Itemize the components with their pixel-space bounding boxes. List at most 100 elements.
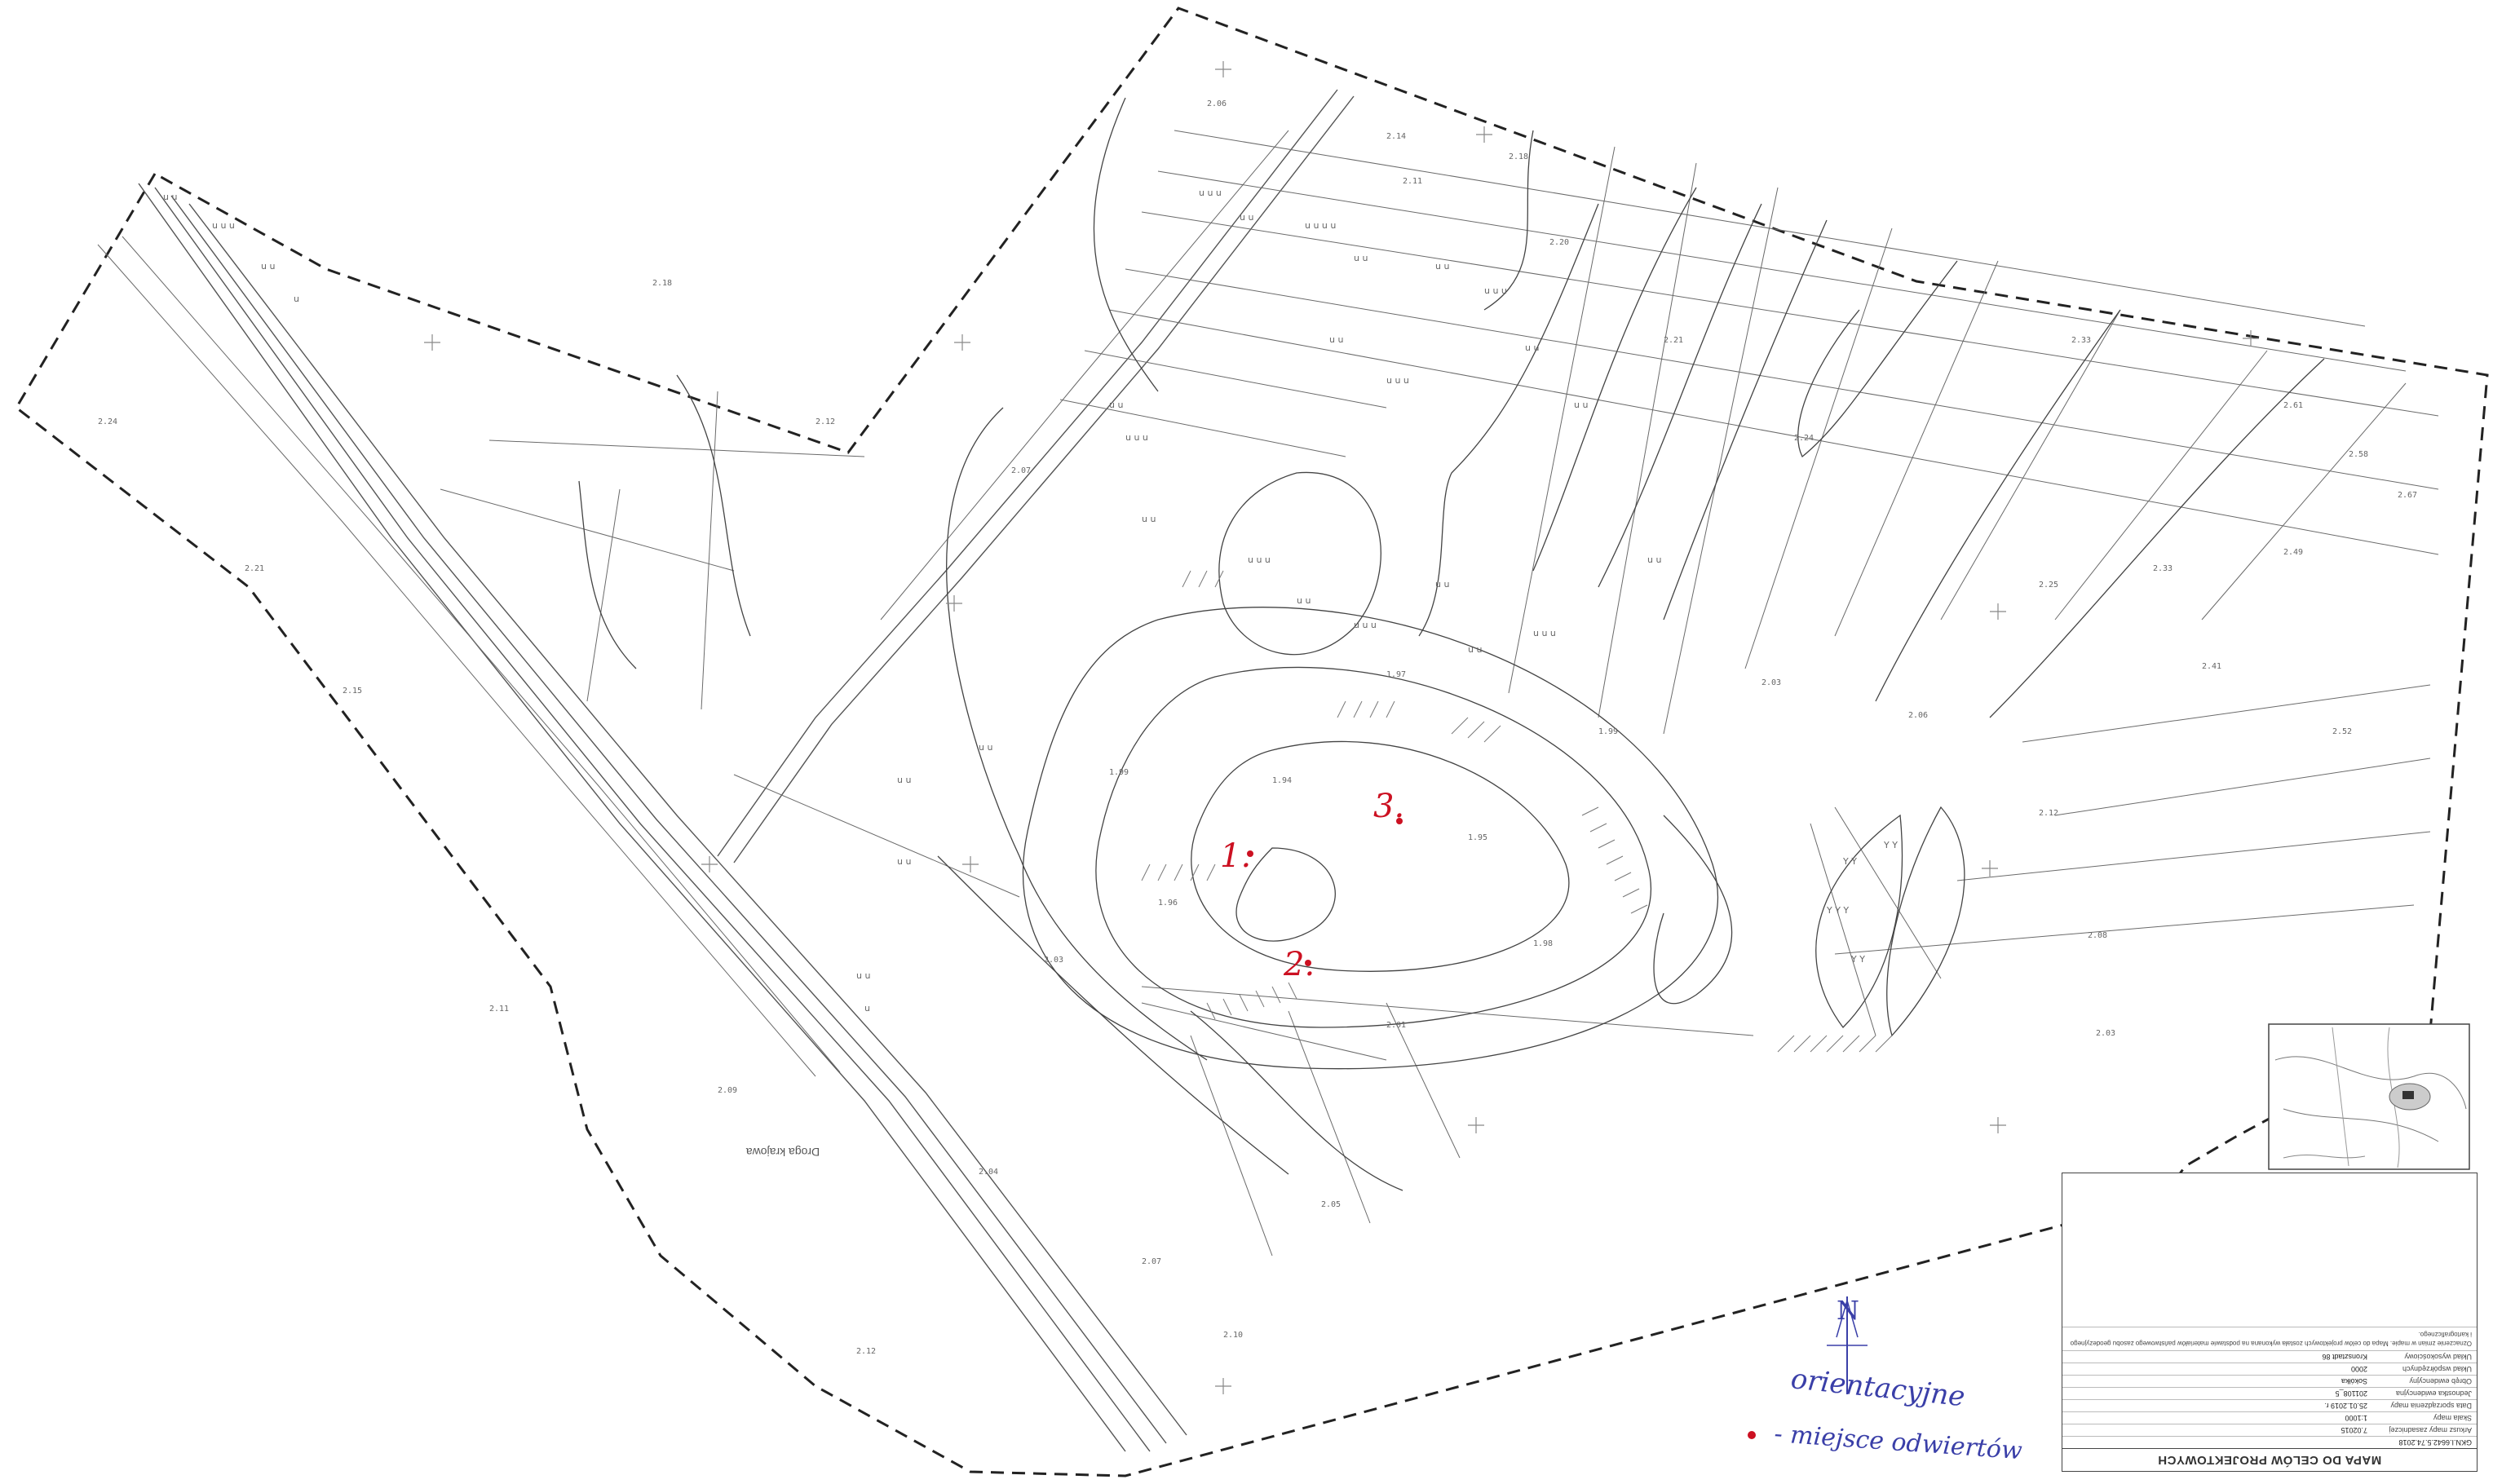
svg-text:2.49: 2.49 [2283, 548, 2303, 557]
drilling-point-dot-2 [1305, 960, 1311, 966]
svg-text:2.05: 2.05 [1321, 1200, 1341, 1209]
svg-text:2.11: 2.11 [1403, 177, 1422, 186]
row-value: 25.01.2019 r. [2324, 1402, 2367, 1410]
parcel-lines [440, 130, 2439, 1257]
svg-text:u u u: u u u [1354, 620, 1377, 630]
svg-text:2.07: 2.07 [1011, 466, 1031, 475]
svg-text:2.03: 2.03 [2096, 1029, 2115, 1038]
svg-text:u u u: u u u [1386, 375, 1409, 386]
row-key: Układ współrzędnych [2402, 1365, 2472, 1373]
row-key: Data sporządzenia mapy [2390, 1402, 2472, 1410]
title-block-row: Data sporządzenia mapy 25.01.2019 r. [2062, 1399, 2477, 1411]
svg-text:u: u [864, 1003, 870, 1014]
contour-lines [578, 97, 2325, 1191]
svg-text:2.18: 2.18 [1509, 152, 1528, 161]
svg-text:Y Y: Y Y [1842, 856, 1857, 867]
row-value: 1:1000 [2345, 1414, 2367, 1422]
svg-text:u u: u u [979, 742, 992, 753]
svg-text:Y Y: Y Y [1850, 954, 1865, 965]
svg-text:1.94: 1.94 [1272, 776, 1292, 785]
svg-text:2.41: 2.41 [2202, 662, 2221, 671]
row-value: 201108_5 [2335, 1389, 2367, 1398]
row-key: Skala mapy [2433, 1414, 2472, 1422]
svg-text:u u: u u [1435, 579, 1449, 590]
svg-text:2.06: 2.06 [1908, 711, 1928, 720]
svg-text:2.07: 2.07 [1142, 1257, 1161, 1266]
svg-text:2.04: 2.04 [979, 1168, 998, 1177]
svg-text:1.98: 1.98 [1533, 939, 1553, 948]
svg-text:u u: u u [1142, 514, 1156, 524]
svg-text:2.20: 2.20 [1549, 238, 1569, 247]
svg-text:2.52: 2.52 [2332, 727, 2352, 736]
svg-text:u u: u u [1240, 212, 1253, 223]
svg-text:2.21: 2.21 [1664, 336, 1683, 345]
svg-text:2.33: 2.33 [2071, 336, 2091, 345]
drilling-point-dot-3 [1396, 818, 1403, 824]
svg-text:u u u: u u u [1533, 628, 1556, 638]
svg-text:2.03: 2.03 [1044, 956, 1063, 965]
svg-text:2.15: 2.15 [343, 687, 362, 696]
svg-text:2.61: 2.61 [2283, 401, 2303, 410]
svg-text:2.09: 2.09 [718, 1086, 737, 1095]
title-block-row: Układ wysokościowy Kronsztadt 86 [2062, 1350, 2477, 1363]
svg-text:2.12: 2.12 [856, 1347, 876, 1356]
svg-text:1.95: 1.95 [1468, 833, 1487, 842]
svg-text:u u u: u u u [1248, 554, 1271, 565]
svg-text:2.24: 2.24 [98, 417, 117, 426]
svg-text:u u u: u u u [1199, 188, 1222, 198]
row-value: Kronsztadt 86 [2322, 1353, 2367, 1361]
svg-text:u u: u u [1297, 595, 1311, 606]
svg-text:2.14: 2.14 [1386, 132, 1406, 141]
svg-text:u u: u u [1525, 342, 1539, 353]
svg-text:2.33: 2.33 [2153, 564, 2173, 573]
road-corridor [97, 183, 1187, 1452]
svg-text:2.12: 2.12 [2039, 809, 2058, 818]
doc-number: GKN.I.6642.5.74.2018 [2398, 1438, 2472, 1446]
svg-text:u u: u u [1329, 334, 1343, 345]
svg-text:2.24: 2.24 [1794, 434, 1814, 443]
svg-text:2.10: 2.10 [1223, 1331, 1243, 1340]
svg-text:u u: u u [1435, 261, 1449, 272]
row-value: 7.02015 [2341, 1426, 2367, 1434]
legend-dot-icon [1748, 1431, 1756, 1439]
svg-text:2.08: 2.08 [2088, 931, 2107, 940]
secondary-road [717, 89, 1355, 863]
svg-text:2.01: 2.01 [1386, 1021, 1406, 1030]
svg-text:u u: u u [897, 775, 911, 785]
svg-text:u u: u u [897, 856, 911, 867]
svg-text:u u: u u [856, 970, 870, 981]
tree-symbols: u u u u u u u u u u u u u u u u u u u u … [163, 188, 1898, 1014]
title-block-row: Jednostka ewidencyjna 201108_5 [2062, 1387, 2477, 1399]
grid-crosses [424, 61, 2259, 1394]
svg-text:1.99: 1.99 [1109, 768, 1129, 777]
svg-text:2.18: 2.18 [652, 279, 672, 288]
svg-text:2.12: 2.12 [816, 417, 835, 426]
drilling-point-dot-1 [1247, 850, 1253, 857]
svg-text:2.21: 2.21 [245, 564, 264, 573]
title-block-notes: Oznaczenie zmian w mapie. Mapa do celów … [2062, 1327, 2477, 1350]
svg-text:u u: u u [163, 192, 177, 202]
spot-elevations: 2.06 2.14 2.11 2.18 2.33 2.61 2.58 2.67 … [98, 99, 2417, 1356]
legend-dot-label: - miejsce odwiertów [1773, 1420, 2023, 1465]
svg-text:u u: u u [261, 261, 275, 272]
legend-orientation: orientacyjne [1789, 1363, 1966, 1413]
svg-text:u u: u u [1647, 554, 1661, 565]
project-boundary [15, 7, 2489, 1477]
row-key: Arkusz mapy zasadniczej [2389, 1426, 2472, 1434]
svg-text:u u: u u [1109, 400, 1123, 410]
svg-text:1.97: 1.97 [1386, 670, 1406, 679]
title-block-row: Arkusz mapy zasadniczej 7.02015 [2062, 1424, 2477, 1436]
svg-text:u u u: u u u [1484, 285, 1507, 296]
road-name-label: Droga krajowa [746, 1146, 820, 1159]
svg-text:2.67: 2.67 [2398, 491, 2417, 500]
svg-text:u u u u: u u u u [1305, 220, 1336, 231]
svg-text:Y Y Y: Y Y Y [1826, 905, 1849, 916]
svg-text:u u: u u [1354, 253, 1368, 263]
svg-text:1.99: 1.99 [1598, 727, 1618, 736]
row-key: Obręb ewidencyjny [2409, 1377, 2472, 1385]
drilling-point-label-1: 1. [1220, 837, 1251, 875]
north-arrow: N [1827, 1295, 1868, 1394]
row-key: Jednostka ewidencyjna [2395, 1389, 2472, 1398]
row-value: 2000 [2350, 1365, 2367, 1373]
